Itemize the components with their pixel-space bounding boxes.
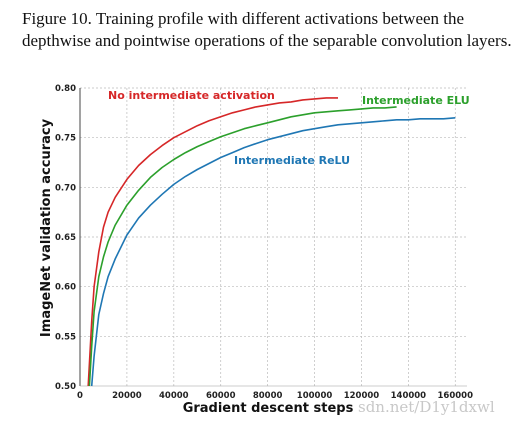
series-lines xyxy=(87,97,456,387)
y-tick-label: 0.55 xyxy=(55,332,76,342)
x-tick-label: 120000 xyxy=(344,391,380,401)
x-tick-label: 80000 xyxy=(253,391,283,401)
y-tick-label: 0.65 xyxy=(55,233,76,243)
series-label: Intermediate ReLU xyxy=(234,154,350,167)
series-label: No intermediate activation xyxy=(108,89,275,102)
y-tick-label: 0.60 xyxy=(55,283,76,293)
figure-caption: Figure 10. Training profile with differe… xyxy=(22,9,512,50)
x-tick-label: 0 xyxy=(77,391,83,401)
y-tick-label: 0.50 xyxy=(55,382,76,392)
y-axis-label: ImageNet validation accuracy xyxy=(39,118,54,337)
x-tick-label: 100000 xyxy=(297,391,333,401)
y-tick-label: 0.80 xyxy=(55,84,76,94)
grid-lines xyxy=(80,87,467,386)
series-label: Intermediate ELU xyxy=(362,94,470,107)
y-tick-label: 0.70 xyxy=(55,183,76,193)
x-tick-label: 20000 xyxy=(112,391,142,401)
tick-labels: 0.50 0.55 0.60 0.65 0.70 0.75 0.80 0 20000 40000 6… xyxy=(55,84,473,401)
x-axis-label: Gradient descent steps xyxy=(183,401,354,416)
series-line xyxy=(90,117,456,387)
x-tick-label: 60000 xyxy=(206,391,236,401)
series-annotations: No intermediate activation Intermediate E… xyxy=(108,89,470,167)
series-line xyxy=(87,97,338,387)
series-line xyxy=(88,106,397,387)
x-tick-label: 40000 xyxy=(159,391,189,401)
axes xyxy=(79,88,467,387)
x-tick-label: 160000 xyxy=(438,391,474,401)
x-tick-label: 140000 xyxy=(391,391,427,401)
watermark: sdn.net/D1y1dxwl xyxy=(358,398,495,416)
y-tick-label: 0.75 xyxy=(55,134,76,144)
